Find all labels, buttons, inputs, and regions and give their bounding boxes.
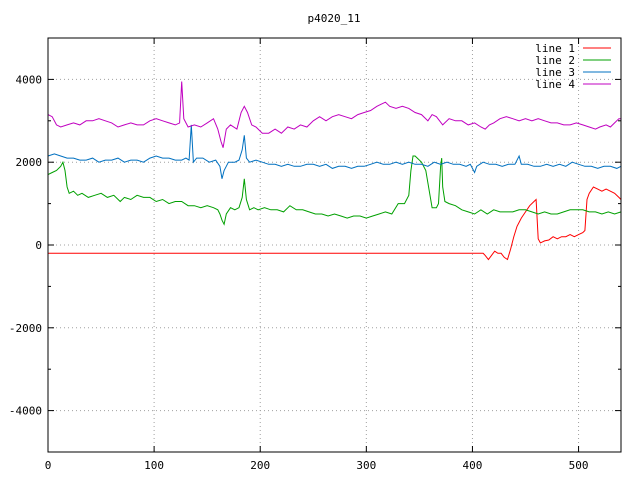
legend-label: line 1 [535, 42, 575, 55]
axes: 0 100 200 300 400 500 -4000 -2000 0 2000 4000 [9, 37, 621, 472]
x-tick-label: 200 [250, 459, 270, 472]
y-tick-label: 4000 [16, 73, 43, 86]
plot-area [47, 81, 622, 261]
series-line-1 [48, 186, 622, 261]
y-tick-label: -4000 [9, 405, 42, 418]
legend-label: line 3 [535, 66, 575, 79]
plot-frame [47, 37, 622, 453]
x-tick-label: 0 [45, 459, 52, 472]
series-line-3 [47, 124, 622, 179]
x-tick-label: 500 [569, 459, 589, 472]
x-tick-label: 400 [463, 459, 483, 472]
legend-label: line 2 [535, 54, 575, 67]
legend-label: line 4 [535, 78, 575, 91]
y-tick-label: -2000 [9, 322, 42, 335]
x-tick-label: 100 [144, 459, 164, 472]
series-line-2 [47, 155, 622, 226]
grid [47, 38, 621, 452]
y-tick-label: 0 [35, 239, 42, 252]
x-tick-label: 300 [356, 459, 376, 472]
chart-title: p4020_11 [308, 12, 361, 25]
y-tick-label: 2000 [16, 156, 43, 169]
series-line-4 [47, 81, 621, 148]
